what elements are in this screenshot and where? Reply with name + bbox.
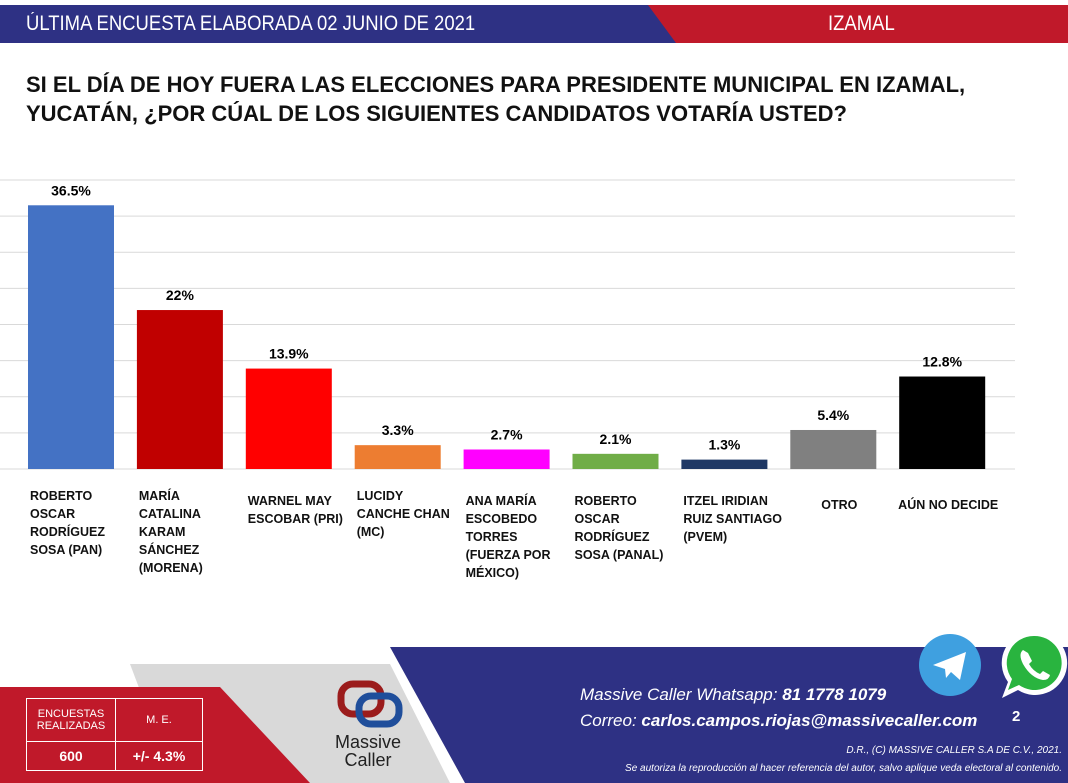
category-label: WARNEL MAY ESCOBAR (PRI) bbox=[247, 494, 343, 526]
category-label: ROBERTO OSCAR RODRÍGUEZ SOSA (PAN) bbox=[30, 489, 105, 557]
data-label: 36.5% bbox=[51, 182, 91, 198]
bar bbox=[899, 376, 986, 469]
data-label: 22% bbox=[166, 287, 195, 303]
data-label: 13.9% bbox=[269, 346, 309, 362]
disclaimer: Se autoriza la reproducción al hacer ref… bbox=[625, 763, 1062, 774]
bar bbox=[463, 449, 550, 469]
category-label: OTRO bbox=[821, 498, 858, 512]
bar-chart: 36.5% 22% 13.9% 3.3% 2.7% 2.1% 1.3% 5.4% 12.8% bbox=[0, 179, 1015, 470]
margin-error-label: M. E. bbox=[115, 698, 203, 742]
category-label: LUCIDY CANCHE CHAN (MC) bbox=[356, 489, 450, 539]
data-label: 12.8% bbox=[922, 354, 962, 370]
data-label: 5.4% bbox=[817, 407, 849, 423]
survey-date: ÚLTIMA ENCUESTA ELABORADA 02 JUNIO DE 20… bbox=[26, 12, 476, 35]
category-label: MARÍA CATALINA KARAM SÁNCHEZ (MORENA) bbox=[138, 489, 203, 575]
header-red-band bbox=[648, 5, 1068, 43]
location: IZAMAL bbox=[828, 12, 895, 35]
whatsapp-line: Massive Caller Whatsapp: 81 1778 1079 bbox=[580, 685, 887, 704]
data-label: 2.1% bbox=[600, 431, 632, 447]
category-label: ROBERTO OSCAR RODRÍGUEZ SOSA (PANAL) bbox=[574, 494, 664, 562]
survey-stats-table: ENCUESTAS REALIZADAS M. E. 600 +/- 4.3% bbox=[26, 698, 203, 771]
bar bbox=[681, 459, 768, 469]
margin-error-value: +/- 4.3% bbox=[115, 741, 203, 771]
bar bbox=[790, 429, 877, 469]
logo-text: Massive Caller bbox=[334, 732, 401, 770]
bar bbox=[28, 205, 114, 469]
bar bbox=[136, 310, 223, 469]
page-number: 2 bbox=[1012, 708, 1021, 725]
bar bbox=[245, 368, 332, 469]
whatsapp-number: 81 1778 1079 bbox=[782, 685, 887, 704]
bar bbox=[572, 453, 659, 469]
massive-caller-logo-icon bbox=[337, 680, 403, 728]
telegram-icon[interactable] bbox=[918, 633, 982, 697]
category-label: ANA MARÍA ESCOBEDO TORRES (FUERZA POR MÉ… bbox=[465, 494, 551, 580]
surveys-label: ENCUESTAS REALIZADAS bbox=[26, 698, 116, 742]
data-label: 1.3% bbox=[708, 437, 740, 453]
whatsapp-icon[interactable] bbox=[998, 628, 1068, 702]
email-link[interactable]: carlos.campos.riojas@massivecaller.com bbox=[641, 711, 978, 730]
category-label: AÚN NO DECIDE bbox=[898, 498, 999, 512]
question-title: SI EL DÍA DE HOY FUERA LAS ELECCIONES PA… bbox=[26, 72, 966, 126]
header-bar: ÚLTIMA ENCUESTA ELABORADA 02 JUNIO DE 20… bbox=[0, 5, 1068, 43]
bar bbox=[354, 445, 441, 469]
category-label: ITZEL IRIDIAN RUIZ SANTIAGO (PVEM) bbox=[683, 494, 782, 544]
email-line: Correo: carlos.campos.riojas@massivecall… bbox=[580, 711, 978, 730]
copyright: D.R., (C) MASSIVE CALLER S.A DE C.V., 20… bbox=[846, 745, 1062, 756]
data-label: 3.3% bbox=[382, 422, 414, 438]
data-label: 2.7% bbox=[491, 426, 523, 442]
surveys-value: 600 bbox=[26, 741, 116, 771]
